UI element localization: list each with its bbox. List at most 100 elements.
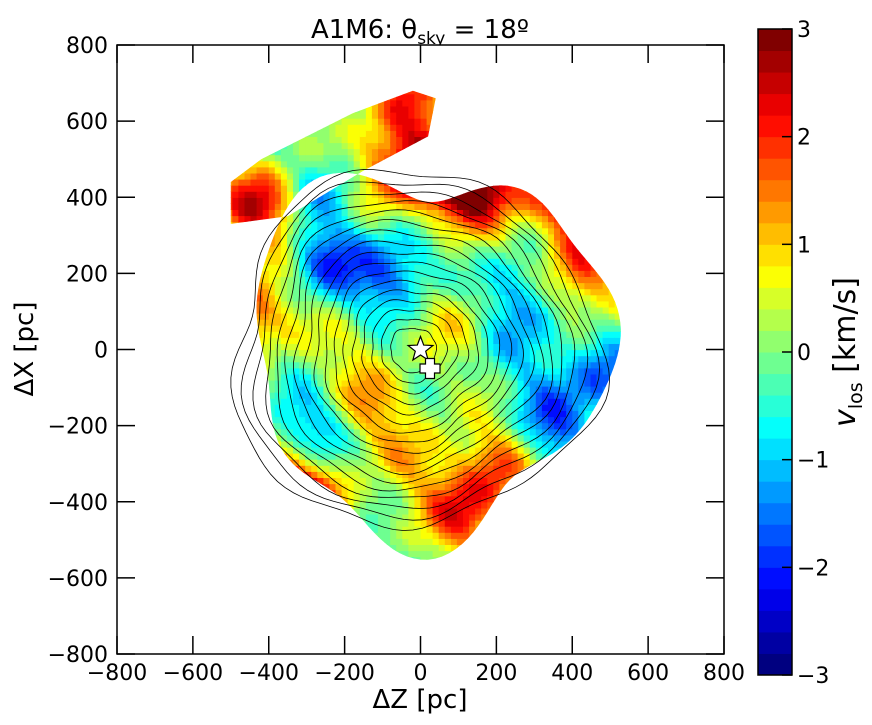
heatmap-cell: [469, 313, 476, 320]
heatmap-cell: [335, 246, 343, 253]
heatmap-cell: [317, 325, 324, 332]
heatmap-cell: [293, 410, 300, 418]
heatmap-cell: [402, 93, 409, 101]
heatmap-cell: [463, 434, 470, 442]
heatmap-cell: [420, 337, 428, 344]
heatmap-cell: [317, 160, 324, 168]
heatmap-cell: [371, 270, 379, 277]
heatmap-cell: [578, 422, 585, 430]
heatmap-cell: [371, 471, 379, 478]
heatmap-cell: [420, 227, 428, 235]
heatmap-cell: [353, 227, 361, 235]
heatmap-cell: [347, 300, 355, 308]
heatmap-cell: [384, 507, 391, 515]
heatmap-cell: [329, 258, 337, 265]
heatmap-cell: [432, 325, 440, 332]
heatmap-cell: [317, 227, 324, 235]
heatmap-cell: [456, 428, 464, 436]
heatmap-cell: [414, 331, 422, 338]
heatmap-cell: [469, 337, 476, 344]
heatmap-cell: [414, 325, 422, 332]
heatmap-cell: [456, 477, 464, 485]
heatmap-cell: [335, 349, 343, 357]
heatmap-cell: [371, 440, 379, 448]
heatmap-cell: [274, 325, 282, 332]
heatmap-cell: [311, 252, 318, 259]
heatmap-cell: [426, 294, 434, 302]
heatmap-cell: [384, 331, 391, 338]
heatmap-cell: [329, 325, 337, 332]
heatmap-cell: [529, 459, 537, 466]
heatmap-cell: [511, 276, 519, 284]
heatmap-cell: [463, 215, 470, 223]
heatmap-cell: [402, 483, 409, 491]
heatmap-cell: [268, 398, 276, 405]
heatmap-cell: [578, 367, 585, 375]
heatmap-cell: [541, 313, 549, 320]
heatmap-cell: [426, 112, 434, 119]
heatmap-cell: [390, 422, 397, 430]
heatmap-cell: [517, 379, 525, 387]
heatmap-cell: [408, 373, 416, 381]
heatmap-cell: [578, 379, 585, 387]
heatmap-cell: [311, 398, 318, 405]
heatmap-cell: [469, 398, 476, 405]
heatmap-cell: [499, 386, 507, 393]
heatmap-cell: [262, 319, 270, 326]
heatmap-cell: [293, 422, 300, 430]
heatmap-cell: [371, 136, 379, 144]
heatmap-cell: [347, 465, 355, 472]
heatmap-cell: [335, 288, 343, 296]
heatmap-cell: [384, 239, 391, 247]
heatmap-cell: [481, 185, 488, 192]
heatmap-cell: [414, 538, 422, 545]
heatmap-cell: [317, 300, 324, 308]
heatmap-cell: [359, 270, 367, 277]
heatmap-cell: [414, 233, 422, 241]
heatmap-cell: [299, 361, 306, 369]
heatmap-cell: [359, 306, 367, 314]
heatmap-cell: [311, 166, 318, 174]
heatmap-cell: [378, 526, 385, 533]
heatmap-cell: [353, 246, 361, 253]
heatmap-cell: [250, 185, 258, 192]
heatmap-cell: [287, 288, 294, 296]
heatmap-cell: [529, 361, 537, 369]
heatmap-cell: [256, 203, 264, 210]
heatmap-cell: [523, 252, 531, 259]
heatmap-cell: [341, 203, 349, 210]
heatmap-cell: [408, 526, 416, 533]
heatmap-cell: [238, 172, 246, 180]
heatmap-cell: [299, 373, 306, 381]
heatmap-cell: [475, 465, 482, 472]
heatmap-cell: [293, 294, 300, 302]
heatmap-cell: [280, 343, 288, 351]
heatmap-cell: [450, 434, 458, 442]
heatmap-cell: [378, 197, 385, 204]
heatmap-cell: [365, 130, 373, 137]
heatmap-cell: [554, 282, 561, 290]
heatmap-cell: [554, 392, 561, 399]
heatmap-cell: [371, 495, 379, 503]
heatmap-cell: [493, 483, 500, 491]
heatmap-cell: [329, 453, 337, 460]
heatmap-cell: [554, 434, 561, 442]
heatmap-cell: [268, 337, 276, 344]
heatmap-cell: [293, 160, 300, 168]
heatmap-cell: [499, 197, 507, 204]
heatmap-cell: [359, 507, 367, 515]
heatmap-cell: [299, 343, 306, 351]
heatmap-cell: [323, 288, 331, 296]
heatmap-cell: [341, 282, 349, 290]
heatmap-cell: [529, 398, 537, 405]
heatmap-cell: [341, 239, 349, 247]
heatmap-cell: [560, 343, 567, 351]
heatmap-cell: [554, 252, 561, 259]
heatmap-cell: [463, 392, 470, 399]
heatmap-cell: [396, 337, 403, 344]
heatmap-cell: [414, 477, 422, 485]
heatmap-cell: [311, 410, 318, 418]
heatmap-cell: [578, 313, 585, 320]
heatmap-cell: [299, 239, 306, 247]
heatmap-cell: [390, 532, 397, 539]
